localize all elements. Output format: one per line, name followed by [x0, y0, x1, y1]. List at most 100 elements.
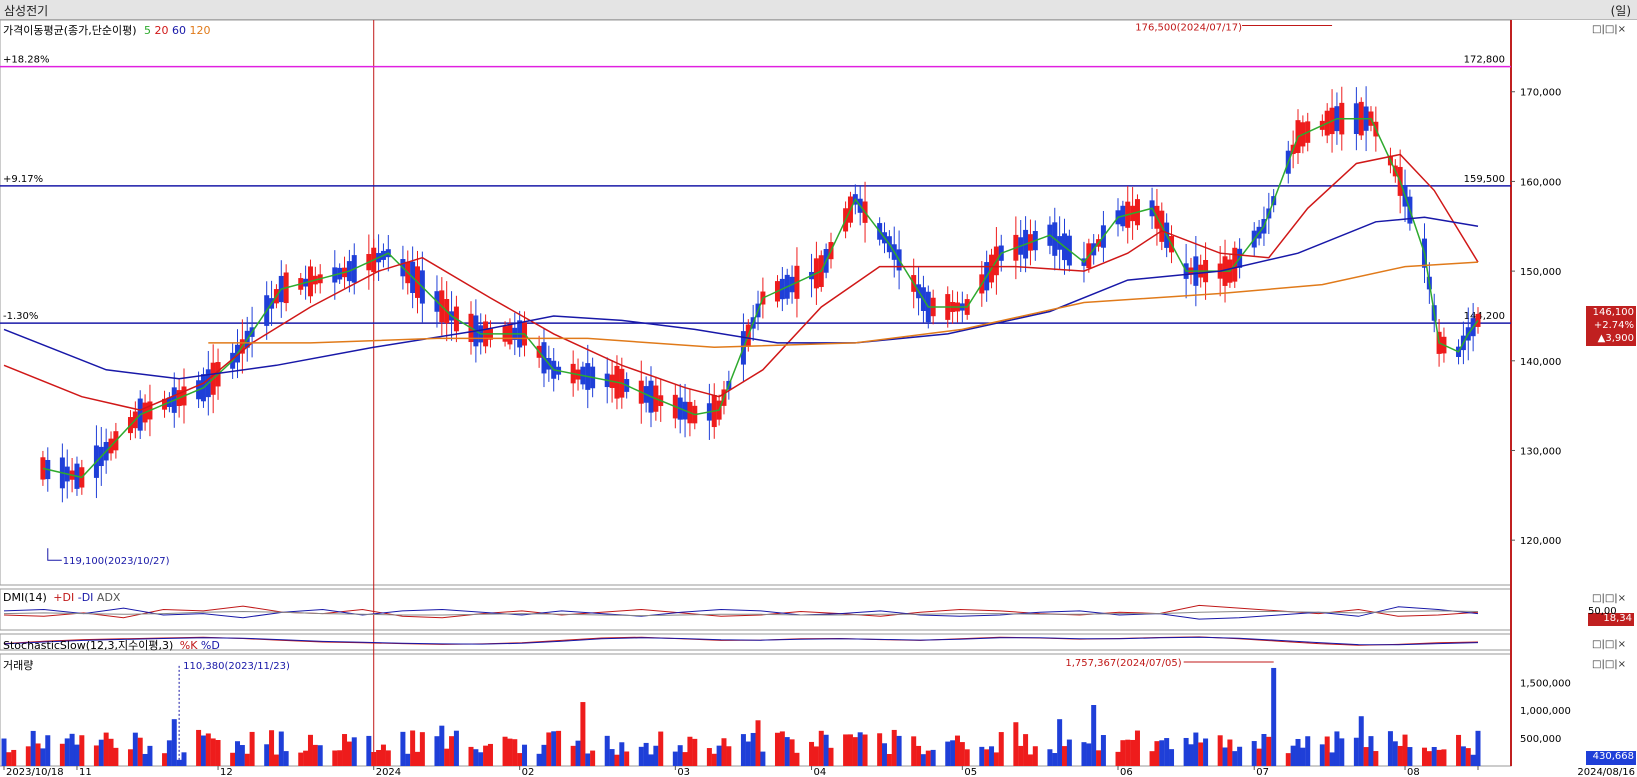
stoch-d-legend: %D	[200, 639, 220, 652]
last-price: 146,100	[1592, 307, 1634, 318]
volume-bar	[487, 743, 493, 766]
dmi-series-line	[3, 604, 1479, 619]
volume-bar	[1203, 738, 1209, 766]
price-panel-legend[interactable]: 가격이동평균(종가,단순이평) 5 20 60 120	[3, 22, 211, 38]
volume-bar	[366, 735, 372, 766]
y-tick-label: 160,000	[1520, 177, 1561, 188]
volume-bar	[1300, 747, 1306, 766]
volume-bar	[1232, 751, 1238, 766]
low-annotation-leader	[47, 548, 62, 561]
volume-bar	[230, 752, 236, 766]
volume-bar	[11, 749, 17, 766]
volume-bar	[30, 730, 36, 766]
volume-bar	[1456, 734, 1462, 766]
volume-bar	[371, 752, 377, 766]
dmi-series-line	[3, 610, 1479, 617]
volume-bar	[993, 752, 999, 766]
volume-bar	[1047, 749, 1053, 766]
volume-bar	[351, 737, 357, 766]
volume-bar	[419, 732, 425, 766]
volume-bar	[1261, 733, 1267, 766]
volume-bar	[473, 749, 479, 766]
volume-bar	[132, 732, 138, 766]
stoch-panel-legend[interactable]: StochasticSlow(12,3,지수이평,3) %K %D	[3, 637, 220, 653]
dmi-value-badge: 18,34	[1588, 613, 1634, 626]
volume-bar	[239, 745, 245, 766]
panel-window-controls[interactable]: □|□|×	[1592, 639, 1626, 650]
volume-bar	[1266, 736, 1272, 766]
dmi-panel-legend[interactable]: DMI(14) +DI -DI ADX	[3, 591, 120, 604]
volume-bar	[376, 750, 382, 766]
volume-bar	[726, 746, 732, 766]
volume-bar	[181, 752, 187, 766]
x-tick-label: 11	[79, 767, 92, 777]
volume-bar	[556, 730, 562, 766]
volume-bar	[1392, 741, 1398, 766]
reference-line-value: 159,500	[1464, 174, 1505, 185]
ma5-line	[42, 117, 1479, 479]
volume-bar	[405, 753, 411, 766]
volume-bar	[789, 739, 795, 766]
volume-bar	[108, 738, 114, 766]
volume-bar	[1465, 748, 1471, 766]
volume-bar	[609, 749, 615, 766]
volume-bar	[1227, 739, 1233, 766]
panel-window-controls[interactable]: □|□|×	[1592, 593, 1626, 604]
volume-bar	[1027, 754, 1033, 766]
volume-bar	[507, 738, 513, 766]
volume-bar	[1421, 747, 1427, 766]
volume-bar	[346, 741, 352, 766]
volume-bar	[1169, 749, 1175, 766]
volume-bar	[950, 740, 956, 766]
volume-bar	[954, 735, 960, 766]
volume-bar	[979, 746, 985, 766]
reference-line-value: 144,200	[1464, 311, 1505, 322]
volume-bar	[453, 730, 459, 766]
volume-bar	[1353, 737, 1359, 766]
panel-window-controls[interactable]: □|□|×	[1592, 24, 1626, 35]
x-tick-label: 04	[814, 767, 827, 777]
x-tick-label: 05	[964, 767, 977, 777]
x-tick-label: 2024	[376, 767, 401, 777]
dmi-plus-legend: +DI	[53, 591, 75, 604]
stoch-panel-label: StochasticSlow(12,3,지수이평,3)	[3, 639, 174, 652]
volume-bar	[59, 743, 65, 766]
volume-bar	[964, 749, 970, 766]
volume-bar	[755, 720, 761, 766]
volume-bar	[590, 750, 596, 766]
period-unit[interactable]: (일)	[1610, 4, 1631, 18]
volume-panel-legend[interactable]: 거래량	[3, 657, 33, 673]
volume-bar	[1164, 738, 1170, 766]
volume-bar	[98, 739, 104, 766]
volume-bar	[468, 746, 474, 766]
volume-bar	[1387, 731, 1393, 766]
panel-frame-1	[0, 588, 1512, 631]
x-tick-label: 08	[1407, 767, 1420, 777]
volume-bar	[1130, 739, 1136, 766]
volume-bar	[672, 751, 678, 766]
x-tick-label: 2023/10/18	[6, 767, 64, 777]
panel-window-controls[interactable]: □|□|×	[1592, 659, 1626, 670]
volume-bar	[512, 739, 518, 766]
volume-bar	[740, 734, 746, 766]
volume-bar	[6, 752, 12, 766]
volume-bar	[916, 745, 922, 766]
price-panel-label: 가격이동평균(종가,단순이평)	[3, 24, 137, 37]
volume-bar	[1, 738, 7, 766]
volume-bar	[896, 735, 902, 766]
volume-bar	[1134, 730, 1140, 766]
volume-bar	[706, 748, 712, 766]
volume-bar	[1052, 753, 1058, 766]
volume-y-tick-label: 1,500,000	[1520, 678, 1571, 689]
volume-bar	[877, 733, 883, 766]
volume-bar	[312, 744, 318, 766]
volume-bar	[1120, 740, 1126, 766]
volume-bar	[1339, 738, 1345, 766]
volume-bar	[536, 753, 542, 766]
volume-bar	[989, 746, 995, 766]
volume-bar	[1397, 745, 1403, 766]
volume-bar	[925, 750, 931, 766]
volume-bar	[575, 740, 581, 766]
volume-bar	[711, 753, 717, 766]
